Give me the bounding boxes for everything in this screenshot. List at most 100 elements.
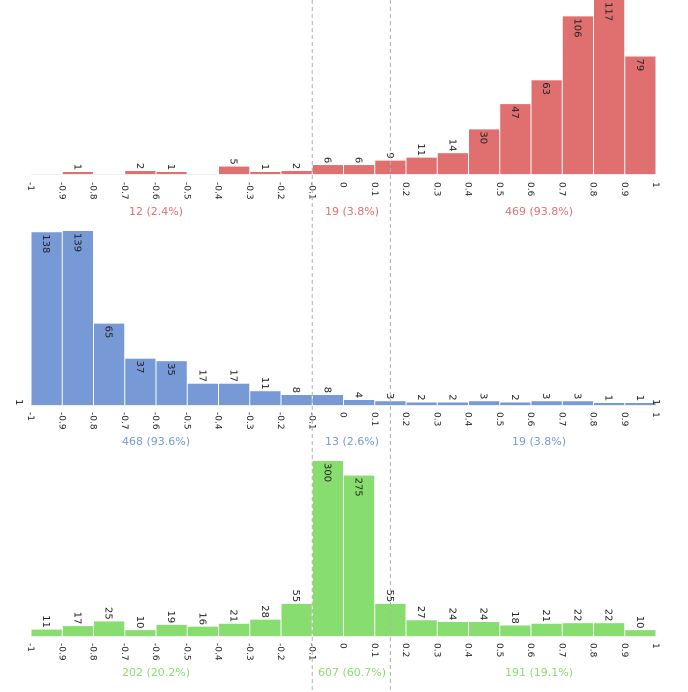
- bar: [500, 625, 531, 636]
- x-tick-label: -0.3: [244, 182, 254, 200]
- bar-value-label: 11: [259, 377, 270, 390]
- summary-label: 469 (93.8%): [505, 205, 573, 218]
- bar: [94, 323, 125, 405]
- bar-value-label: 18: [509, 611, 520, 624]
- bar: [219, 623, 250, 636]
- summary-label: 19 (3.8%): [512, 435, 566, 448]
- x-tick-label: -0.7: [119, 412, 129, 430]
- bar-value-label: 6: [353, 157, 364, 163]
- bar: [187, 383, 218, 405]
- x-tick-label: -0.8: [88, 643, 98, 661]
- x-tick-label: 0.6: [525, 182, 535, 197]
- bar-value-label: 2: [509, 394, 520, 400]
- bar-value-label: 8: [290, 387, 301, 393]
- x-tick-label: 0.1: [369, 182, 379, 196]
- x-tick-label: -0.7: [119, 182, 129, 200]
- bar-value-label: 4: [353, 392, 364, 398]
- x-tick-label: 0.6: [525, 412, 535, 427]
- x-tick-label: 0: [338, 412, 348, 418]
- summary-label: 607 (60.7%): [318, 666, 386, 679]
- bar: [250, 172, 281, 174]
- x-tick-label: 0.8: [588, 643, 598, 658]
- x-tick-label: 0.2: [400, 182, 410, 196]
- bar: [312, 394, 343, 405]
- x-tick-label: 0.8: [588, 412, 598, 427]
- bar-value-label: 24: [446, 608, 457, 621]
- bar: [437, 153, 468, 174]
- x-tick-label: 0.9: [619, 182, 629, 197]
- bar-value-label: 117: [603, 2, 614, 21]
- bar-value-label: 27: [415, 606, 426, 619]
- bar-value-label: 21: [228, 609, 239, 622]
- x-tick-label: -0.5: [181, 412, 191, 430]
- bar-value-label: 3: [540, 393, 551, 399]
- bar-value-label: 10: [634, 616, 645, 629]
- x-tick-label: 0.4: [463, 643, 473, 658]
- bar: [594, 623, 625, 636]
- bar: [594, 0, 625, 174]
- x-tick-label: -0.2: [275, 182, 285, 200]
- bar: [156, 172, 187, 174]
- bar-value-label: 10: [134, 616, 145, 629]
- bar: [562, 623, 593, 636]
- x-tick-label: 0.8: [588, 182, 598, 197]
- bar-value-label: 22: [571, 609, 582, 622]
- x-tick-label: -1: [25, 412, 35, 421]
- x-tick-label: 0.6: [525, 643, 535, 658]
- bar-value-label: 16: [196, 612, 207, 625]
- x-tick-label: 1: [650, 643, 660, 649]
- bar-value-label: 19: [165, 611, 176, 624]
- x-tick-label: 0: [338, 182, 348, 188]
- bar-value-label: 1: [13, 399, 24, 405]
- x-tick-label: -0.7: [119, 643, 129, 661]
- bar-value-label: 1: [165, 164, 176, 170]
- bar: [312, 165, 343, 174]
- bar: [625, 630, 656, 636]
- x-tick-label: 0.1: [369, 412, 379, 426]
- x-tick-label: 0: [338, 643, 348, 649]
- bar: [62, 231, 93, 405]
- bar: [375, 401, 406, 405]
- x-tick-label: -0.6: [150, 182, 160, 200]
- bar: [469, 622, 500, 636]
- bar: [437, 622, 468, 636]
- bar: [125, 630, 156, 636]
- x-tick-label: -0.5: [181, 182, 191, 200]
- x-tick-label: 0.9: [619, 643, 629, 658]
- bar: [281, 171, 312, 174]
- bar-value-label: 47: [509, 106, 520, 119]
- x-tick-label: -0.9: [56, 182, 66, 200]
- bar-value-label: 5: [228, 158, 239, 164]
- bar: [344, 399, 375, 405]
- bar: [219, 166, 250, 174]
- x-tick-label: -0.8: [88, 412, 98, 430]
- bar: [187, 626, 218, 636]
- bar: [500, 104, 531, 174]
- bar-value-label: 28: [259, 605, 270, 618]
- x-tick-label: 0.7: [556, 182, 566, 196]
- bar-value-label: 275: [353, 478, 364, 497]
- bar-value-label: 138: [40, 234, 51, 253]
- bar: [219, 383, 250, 405]
- bar: [156, 361, 187, 405]
- summary-label: 19 (3.8%): [325, 205, 379, 218]
- bar-value-label: 2: [415, 394, 426, 400]
- x-tick-label: 0.9: [619, 412, 629, 427]
- x-tick-label: -1: [25, 182, 35, 191]
- bar: [469, 401, 500, 405]
- bar: [562, 401, 593, 405]
- summary-label: 191 (19.1%): [505, 666, 573, 679]
- bar-value-label: 139: [71, 233, 82, 252]
- x-tick-label: 1: [650, 182, 660, 188]
- x-tick-label: 0.4: [463, 412, 473, 427]
- x-tick-label: -0.3: [244, 412, 254, 430]
- summary-label: 13 (2.6%): [325, 435, 379, 448]
- x-tick-label: -0.4: [213, 412, 223, 430]
- x-tick-label: 0.7: [556, 643, 566, 657]
- x-tick-label: 0.3: [431, 412, 441, 426]
- bar-value-label: 3: [384, 393, 395, 399]
- bar: [125, 171, 156, 174]
- bar: [531, 80, 562, 174]
- bar: [344, 475, 375, 636]
